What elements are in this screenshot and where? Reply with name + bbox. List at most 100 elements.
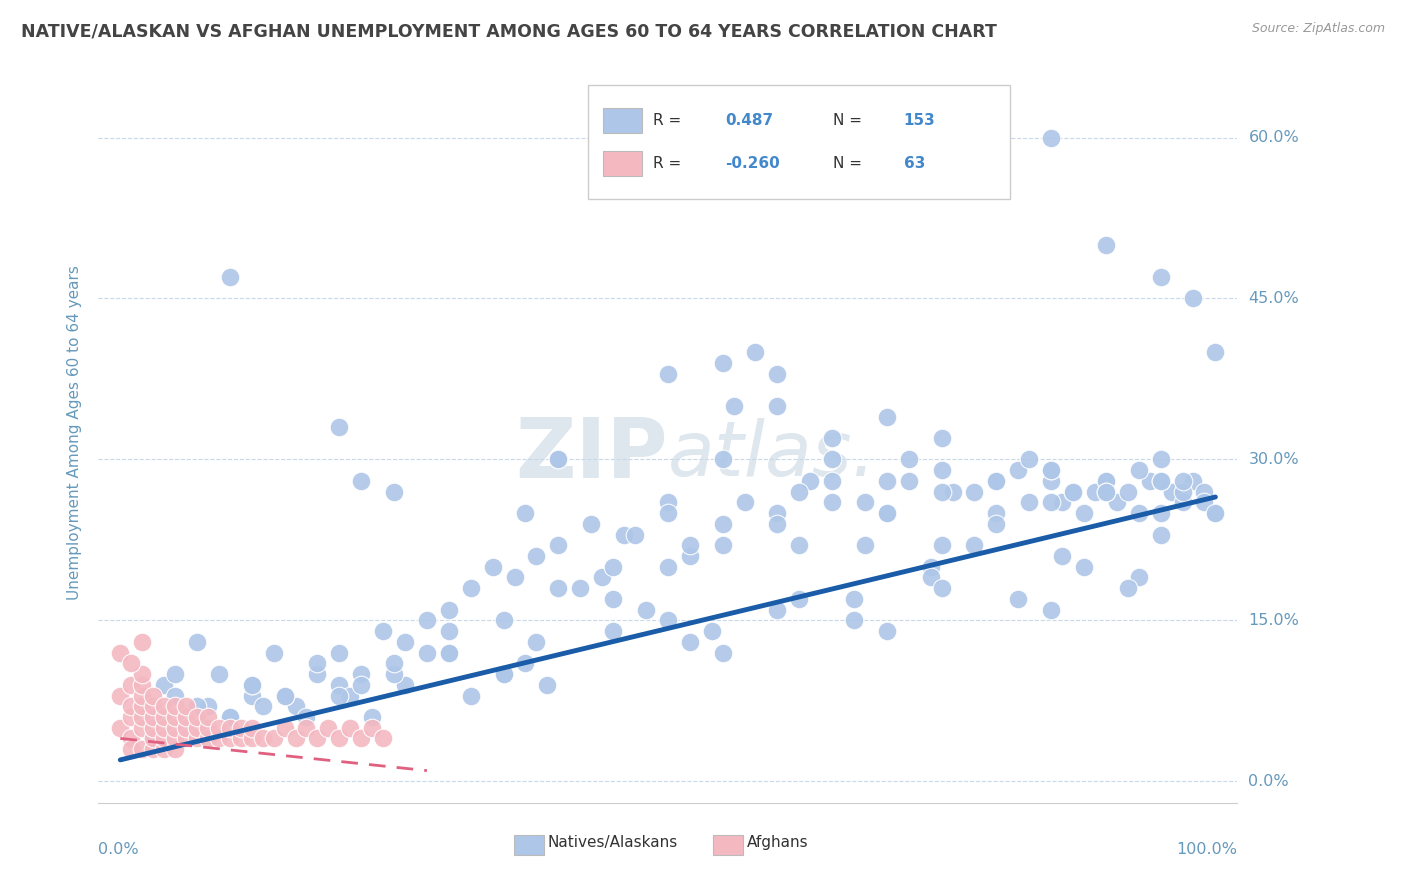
Point xyxy=(679,538,702,552)
Point xyxy=(986,474,1008,488)
FancyBboxPatch shape xyxy=(515,836,544,855)
Point xyxy=(197,721,219,735)
Point xyxy=(174,710,197,724)
Point xyxy=(174,721,197,735)
Point xyxy=(579,516,602,531)
Point xyxy=(515,657,537,671)
Point xyxy=(931,484,953,499)
Y-axis label: Unemployment Among Ages 60 to 64 years: Unemployment Among Ages 60 to 64 years xyxy=(67,265,83,600)
Point xyxy=(711,646,734,660)
Point xyxy=(613,527,636,541)
Point xyxy=(120,699,142,714)
Point xyxy=(131,678,153,692)
Point xyxy=(1149,474,1171,488)
Point xyxy=(1050,549,1073,563)
Text: 0.487: 0.487 xyxy=(725,113,773,128)
Point xyxy=(131,742,153,756)
Point xyxy=(218,710,240,724)
Point xyxy=(318,721,340,735)
Point xyxy=(186,635,208,649)
Point xyxy=(437,602,460,616)
Point xyxy=(1194,495,1216,509)
Point xyxy=(787,591,810,606)
Point xyxy=(197,699,219,714)
Point xyxy=(174,721,197,735)
Point xyxy=(1128,463,1150,477)
Point xyxy=(536,678,558,692)
Point xyxy=(416,646,439,660)
FancyBboxPatch shape xyxy=(603,108,641,133)
Point xyxy=(460,581,482,595)
Point xyxy=(1095,484,1118,499)
Point xyxy=(766,506,789,520)
Point xyxy=(787,538,810,552)
Point xyxy=(1194,484,1216,499)
Point xyxy=(602,559,624,574)
Point xyxy=(165,689,187,703)
Point xyxy=(165,667,187,681)
Point xyxy=(142,699,165,714)
Text: NATIVE/ALASKAN VS AFGHAN UNEMPLOYMENT AMONG AGES 60 TO 64 YEARS CORRELATION CHAR: NATIVE/ALASKAN VS AFGHAN UNEMPLOYMENT AM… xyxy=(21,22,997,40)
Point xyxy=(821,474,844,488)
Point xyxy=(284,699,307,714)
Point xyxy=(142,710,165,724)
Point xyxy=(174,699,197,714)
Point xyxy=(503,570,526,584)
Point xyxy=(437,646,460,660)
Point xyxy=(986,474,1008,488)
Point xyxy=(787,484,810,499)
Point xyxy=(382,484,405,499)
Point xyxy=(842,591,865,606)
Point xyxy=(1116,581,1139,595)
Point xyxy=(437,646,460,660)
Point xyxy=(307,657,329,671)
Point xyxy=(547,452,569,467)
Text: Natives/Alaskans: Natives/Alaskans xyxy=(547,835,678,849)
Point xyxy=(197,731,219,746)
Text: Afghans: Afghans xyxy=(747,835,808,849)
Point xyxy=(766,516,789,531)
Point xyxy=(1040,463,1063,477)
Point xyxy=(284,731,307,746)
Point xyxy=(1073,559,1095,574)
Point xyxy=(240,731,263,746)
Point xyxy=(657,559,679,574)
Point xyxy=(481,559,503,574)
Point xyxy=(1149,452,1171,467)
Point xyxy=(120,742,142,756)
Point xyxy=(263,646,285,660)
Text: 30.0%: 30.0% xyxy=(1249,452,1299,467)
Point xyxy=(634,602,657,616)
Point xyxy=(602,591,624,606)
Point xyxy=(657,495,679,509)
Point xyxy=(876,409,898,424)
Point xyxy=(1095,237,1118,252)
Point xyxy=(657,614,679,628)
Text: N =: N = xyxy=(832,156,868,171)
Point xyxy=(252,731,274,746)
Point xyxy=(350,667,373,681)
Point xyxy=(153,721,176,735)
Point xyxy=(131,699,153,714)
Point xyxy=(876,506,898,520)
Point xyxy=(131,635,153,649)
Point xyxy=(142,742,165,756)
Point xyxy=(1073,506,1095,520)
Point xyxy=(153,710,176,724)
Text: Source: ZipAtlas.com: Source: ZipAtlas.com xyxy=(1251,22,1385,36)
Point xyxy=(679,635,702,649)
Point xyxy=(1149,527,1171,541)
Text: N =: N = xyxy=(832,113,868,128)
Point xyxy=(240,689,263,703)
Point xyxy=(208,721,231,735)
Point xyxy=(394,635,416,649)
Point xyxy=(1040,130,1063,145)
Point xyxy=(142,721,165,735)
Point xyxy=(394,678,416,692)
Point xyxy=(229,731,252,746)
Point xyxy=(734,495,756,509)
Point xyxy=(460,689,482,703)
Point xyxy=(240,721,263,735)
Text: 100.0%: 100.0% xyxy=(1177,842,1237,856)
Point xyxy=(295,710,318,724)
